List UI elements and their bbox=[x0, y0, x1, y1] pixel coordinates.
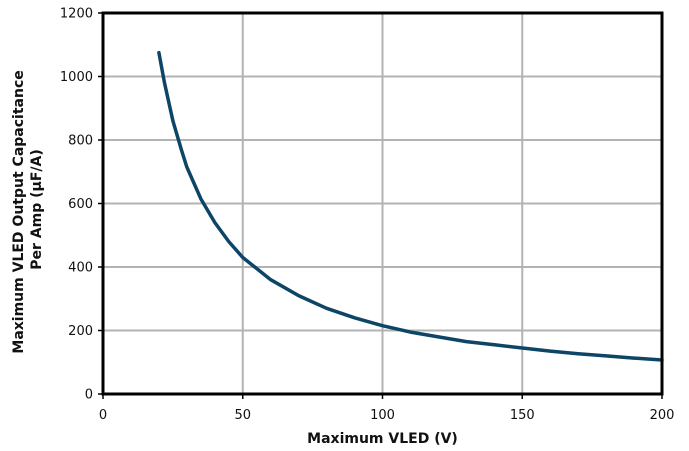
y-tick-label: 1000 bbox=[60, 70, 93, 85]
x-tick-label: 0 bbox=[99, 408, 107, 423]
x-tick-label: 100 bbox=[370, 408, 395, 423]
axis-ticks bbox=[98, 12, 663, 399]
y-axis-title-line-2: Per Amp (µF/A) bbox=[29, 149, 45, 269]
grid bbox=[103, 13, 662, 394]
y-tick-label: 800 bbox=[68, 134, 93, 149]
y-axis-title-line-1: Maximum VLED Output Capacitance bbox=[11, 70, 27, 353]
y-axis-tick-labels: 0 200 400 600 800 1000 1200 bbox=[60, 7, 93, 403]
y-tick-label: 600 bbox=[68, 197, 93, 212]
x-axis-tick-labels: 0 50 100 150 200 bbox=[99, 408, 675, 423]
y-axis-title: Maximum VLED Output Capacitance Per Amp … bbox=[11, 65, 45, 353]
x-tick-label: 50 bbox=[234, 408, 251, 423]
x-tick-label: 150 bbox=[510, 408, 535, 423]
x-axis-title: Maximum VLED (V) bbox=[307, 431, 458, 447]
y-tick-label: 200 bbox=[68, 324, 93, 339]
y-tick-label: 400 bbox=[68, 261, 93, 276]
x-tick-label: 200 bbox=[650, 408, 675, 423]
series-line bbox=[157, 50, 664, 362]
y-tick-label: 0 bbox=[85, 388, 93, 403]
y-tick-label: 1200 bbox=[60, 7, 93, 22]
